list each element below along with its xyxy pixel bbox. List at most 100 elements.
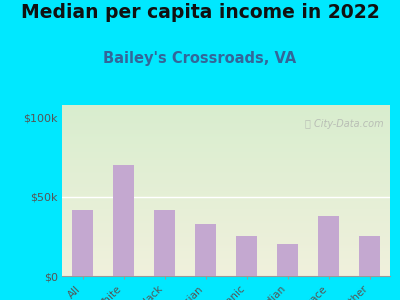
Bar <box>62 233 390 234</box>
Bar <box>62 158 390 159</box>
Bar <box>62 144 390 145</box>
Bar <box>62 139 390 140</box>
Bar <box>62 170 390 171</box>
Bar <box>62 239 390 240</box>
Bar <box>62 180 390 181</box>
Bar <box>62 185 390 186</box>
Bar <box>62 206 390 207</box>
Bar <box>62 190 390 191</box>
Bar <box>62 209 390 210</box>
Bar <box>62 143 390 144</box>
Bar <box>62 200 390 201</box>
Bar <box>62 117 390 118</box>
Bar <box>62 267 390 268</box>
Bar <box>62 243 390 244</box>
Bar <box>62 164 390 165</box>
Bar <box>62 126 390 127</box>
Text: Ⓢ City-Data.com: Ⓢ City-Data.com <box>305 119 384 129</box>
Bar <box>62 119 390 120</box>
Bar <box>62 258 390 259</box>
Bar <box>62 120 390 121</box>
Bar <box>62 169 390 170</box>
Bar <box>62 220 390 221</box>
Bar <box>62 224 390 225</box>
Bar <box>62 118 390 119</box>
Bar <box>62 152 390 153</box>
Bar <box>62 195 390 196</box>
Bar <box>62 183 390 184</box>
Bar <box>62 261 390 262</box>
Bar <box>62 249 390 250</box>
Bar <box>62 151 390 152</box>
Bar <box>62 235 390 236</box>
Bar <box>62 109 390 110</box>
Bar <box>62 219 390 220</box>
Bar <box>62 271 390 272</box>
Bar <box>62 256 390 257</box>
Bar <box>62 161 390 162</box>
Bar <box>62 216 390 217</box>
Bar <box>62 186 390 187</box>
Bar <box>62 173 390 174</box>
Bar <box>62 107 390 108</box>
Bar <box>62 251 390 252</box>
Bar <box>62 128 390 129</box>
Bar <box>62 218 390 219</box>
Bar <box>62 175 390 176</box>
Bar <box>62 174 390 175</box>
Bar <box>62 156 390 157</box>
Bar <box>62 272 390 273</box>
Bar <box>62 127 390 128</box>
Bar <box>62 244 390 245</box>
Bar <box>62 245 390 246</box>
Bar <box>62 115 390 116</box>
Bar <box>62 234 390 235</box>
Bar <box>62 221 390 222</box>
Bar <box>62 255 390 256</box>
Bar <box>62 274 390 275</box>
Bar <box>62 124 390 125</box>
Bar <box>359 236 380 276</box>
Bar <box>62 163 390 164</box>
Bar <box>62 154 390 155</box>
Bar <box>62 237 390 238</box>
Bar <box>62 118 390 119</box>
Bar <box>62 184 390 185</box>
Bar <box>195 224 216 276</box>
Bar <box>62 110 390 111</box>
Bar <box>62 141 390 142</box>
Bar <box>62 199 390 200</box>
Bar <box>62 236 390 237</box>
Bar <box>62 123 390 124</box>
Bar <box>113 165 134 276</box>
Bar <box>62 147 390 148</box>
Bar <box>277 244 298 276</box>
Bar <box>62 176 390 177</box>
Bar <box>62 213 390 214</box>
Bar <box>62 193 390 194</box>
Bar <box>62 252 390 253</box>
Bar <box>62 260 390 261</box>
Bar <box>62 210 390 211</box>
Bar <box>236 236 257 276</box>
Bar <box>62 201 390 202</box>
Bar <box>62 165 390 166</box>
Bar <box>62 217 390 218</box>
Bar <box>62 247 390 248</box>
Bar <box>62 250 390 251</box>
Bar <box>62 198 390 199</box>
Bar <box>62 137 390 138</box>
Bar <box>62 131 390 132</box>
Bar <box>62 138 390 139</box>
Bar <box>62 263 390 264</box>
Bar <box>62 254 390 255</box>
Bar <box>62 125 390 126</box>
Bar <box>62 145 390 146</box>
Bar <box>62 211 390 212</box>
Bar <box>62 248 390 249</box>
Bar <box>62 155 390 156</box>
Bar <box>62 202 390 203</box>
Bar <box>62 105 390 106</box>
Bar <box>62 136 390 137</box>
Bar <box>62 111 390 112</box>
